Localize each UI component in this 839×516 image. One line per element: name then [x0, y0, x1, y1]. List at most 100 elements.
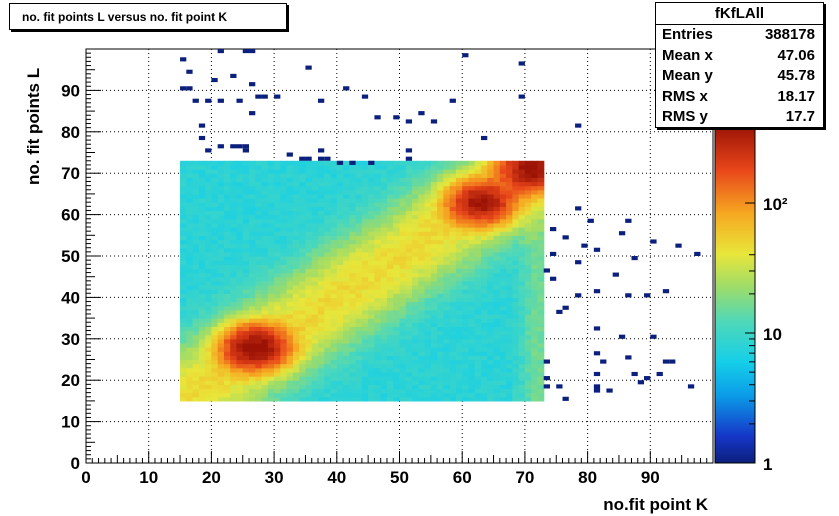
heatmap-cell	[374, 363, 382, 369]
heatmap-cell	[537, 313, 545, 319]
heatmap-cell	[512, 388, 520, 394]
heatmap-cell	[374, 268, 382, 274]
heatmap-cell	[524, 392, 532, 398]
heatmap-cell	[242, 222, 250, 228]
heatmap-cell	[449, 280, 457, 286]
heatmap-cell	[330, 326, 338, 332]
heatmap-cell	[449, 355, 457, 361]
heatmap-cell	[531, 227, 539, 232]
heatmap-cell	[393, 231, 401, 236]
heatmap-cell	[217, 338, 225, 344]
heatmap-cell	[299, 396, 307, 402]
heatmap-cell	[368, 318, 376, 323]
heatmap-cell	[186, 338, 194, 344]
heatmap-cell	[198, 355, 206, 361]
heatmap-cell	[393, 367, 401, 373]
heatmap-cell	[255, 355, 263, 361]
heatmap-cell	[430, 318, 438, 323]
sparse-point	[286, 152, 293, 157]
heatmap-cell	[249, 396, 256, 402]
heatmap-cell	[242, 235, 250, 241]
heatmap-cell	[267, 330, 275, 336]
heatmap-cell	[355, 272, 363, 278]
heatmap-cell	[198, 189, 206, 195]
heatmap-cell	[487, 227, 495, 232]
heatmap-cell	[249, 334, 256, 340]
heatmap-cell	[512, 243, 520, 249]
heatmap-cell	[393, 164, 401, 170]
heatmap-cell	[324, 260, 332, 265]
heatmap-cell	[343, 359, 350, 365]
heatmap-cell	[198, 272, 206, 278]
heatmap-cell	[462, 363, 470, 369]
heatmap-cell	[299, 173, 307, 178]
heatmap-cell	[211, 202, 219, 207]
heatmap-cell	[217, 351, 225, 356]
heatmap-cell	[205, 351, 212, 356]
heatmap-cell	[230, 214, 238, 220]
heatmap-cell	[286, 363, 294, 369]
heatmap-cell	[267, 239, 275, 245]
heatmap-cell	[242, 193, 250, 199]
heatmap-cell	[506, 371, 513, 377]
heatmap-cell	[412, 351, 419, 356]
heatmap-cell	[462, 202, 470, 207]
heatmap-cell	[499, 260, 507, 265]
heatmap-cell	[236, 305, 244, 311]
heatmap-cell	[180, 243, 187, 249]
heatmap-cell	[506, 309, 513, 315]
heatmap-cell	[336, 243, 344, 249]
heatmap-cell	[468, 169, 476, 174]
heatmap-cell	[418, 177, 426, 183]
heatmap-cell	[242, 363, 250, 369]
heatmap-cell	[343, 396, 350, 402]
heatmap-cell	[380, 280, 388, 286]
heatmap-cell	[280, 338, 288, 344]
heatmap-cell	[205, 260, 212, 265]
heatmap-cell	[336, 164, 344, 170]
heatmap-cell	[217, 177, 225, 183]
heatmap-cell	[368, 276, 376, 282]
heatmap-cell	[493, 367, 501, 373]
heatmap-cell	[230, 342, 238, 348]
heatmap-cell	[405, 177, 413, 183]
heatmap-cell	[361, 198, 369, 203]
heatmap-cell	[217, 235, 225, 241]
heatmap-cell	[274, 338, 281, 344]
heatmap-cell	[493, 210, 501, 216]
heatmap-cell	[374, 396, 382, 402]
heatmap-cell	[305, 202, 313, 207]
heatmap-cell	[399, 235, 407, 241]
heatmap-cell	[267, 318, 275, 323]
heatmap-cell	[317, 359, 325, 365]
heatmap-cell	[255, 227, 263, 232]
heatmap-cell	[524, 173, 532, 178]
heatmap-cell	[386, 355, 394, 361]
heatmap-cell	[230, 198, 238, 203]
heatmap-cell	[280, 251, 288, 257]
heatmap-cell	[506, 185, 513, 191]
heatmap-cell	[205, 256, 212, 261]
heatmap-cell	[374, 227, 382, 232]
heatmap-cell	[474, 297, 482, 303]
heatmap-cell	[205, 297, 212, 303]
heatmap-cell	[399, 264, 407, 270]
heatmap-cell	[286, 206, 294, 212]
heatmap-cell	[336, 330, 344, 336]
heatmap-cell	[462, 218, 470, 224]
heatmap-cell	[242, 272, 250, 278]
heatmap-cell	[412, 231, 419, 236]
heatmap-cell	[455, 251, 463, 257]
heatmap-cell	[455, 198, 463, 203]
heatmap-cell	[180, 222, 187, 228]
heatmap-cell	[524, 227, 532, 232]
heatmap-cell	[274, 260, 281, 265]
heatmap-cell	[368, 202, 376, 207]
heatmap-cell	[493, 227, 501, 232]
heatmap-cell	[261, 256, 269, 261]
heatmap-cell	[198, 376, 206, 381]
heatmap-cell	[399, 251, 407, 257]
heatmap-cell	[437, 347, 444, 352]
heatmap-cell	[531, 289, 539, 294]
heatmap-cell	[487, 392, 495, 398]
